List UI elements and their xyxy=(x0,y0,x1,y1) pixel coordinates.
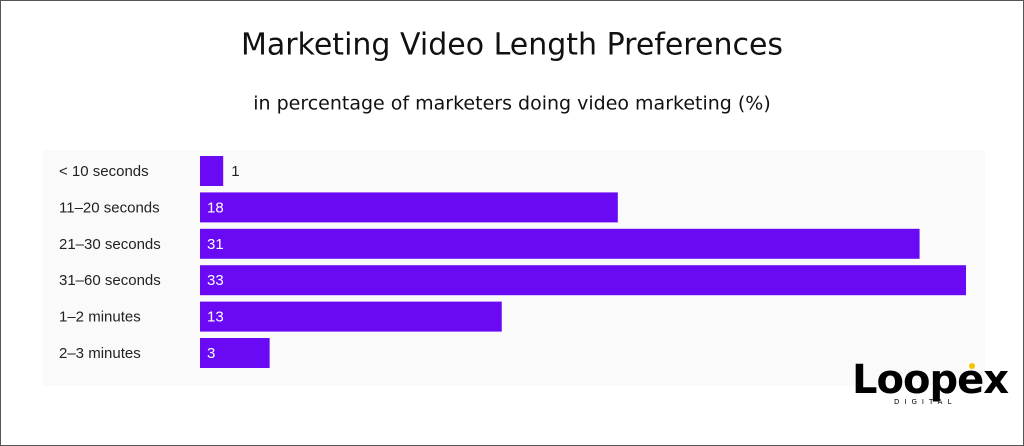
value-label: 33 xyxy=(207,272,224,289)
value-label: 1 xyxy=(231,163,239,180)
logo-dot xyxy=(969,363,975,369)
category-label: 11–20 seconds xyxy=(59,199,160,216)
category-label: 1–2 minutes xyxy=(59,309,141,326)
value-label: 3 xyxy=(207,345,215,362)
category-label: 31–60 seconds xyxy=(59,272,161,289)
logo-name: Loopex xyxy=(852,357,1009,403)
chart-title: Marketing Video Length Preferences xyxy=(241,28,783,63)
category-label: 2–3 minutes xyxy=(59,345,141,362)
value-label: 18 xyxy=(207,199,224,216)
chart-subtitle: in percentage of marketers doing video m… xyxy=(253,93,771,115)
bar xyxy=(200,338,270,368)
bar xyxy=(200,156,224,186)
logo-tagline: DIGITAL xyxy=(894,398,956,406)
bar xyxy=(200,265,966,296)
value-label: 31 xyxy=(207,236,224,253)
bar xyxy=(200,192,618,223)
category-label: 21–30 seconds xyxy=(59,236,161,253)
category-label: < 10 seconds xyxy=(59,163,149,180)
bar xyxy=(200,228,920,259)
bar xyxy=(200,301,502,332)
value-label: 13 xyxy=(207,309,224,326)
